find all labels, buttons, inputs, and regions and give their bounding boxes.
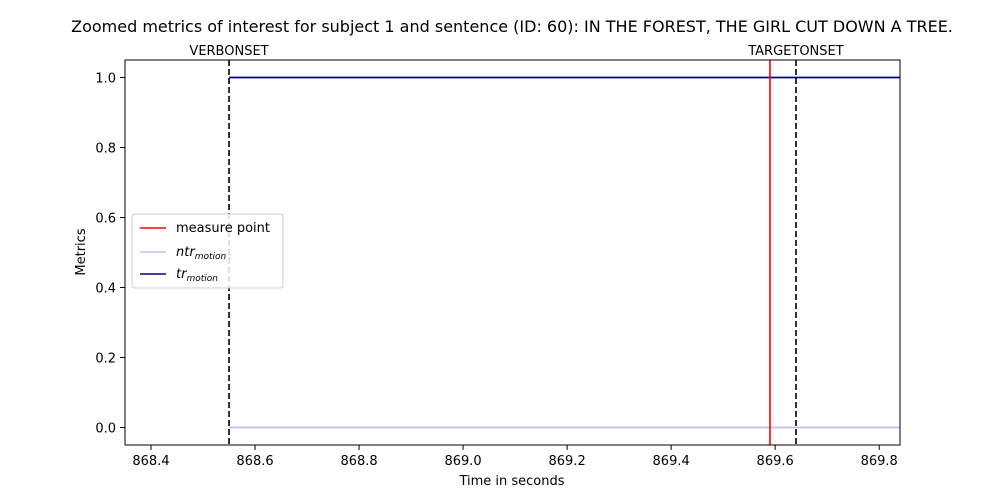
y-tick-label: 0.2: [95, 352, 116, 367]
y-tick-label: 0.0: [95, 422, 116, 437]
legend-box: [131, 213, 284, 289]
y-tick-label: 0.6: [95, 212, 116, 227]
legend-label-tr-motion: trmotion: [176, 267, 218, 284]
plot-frame: [124, 59, 901, 446]
chart-title: Zoomed metrics of interest for subject 1…: [71, 17, 953, 36]
legend-label-measure-point: measure point: [176, 221, 270, 236]
x-tick-label: 869.6: [757, 454, 794, 469]
y-axis: 0.0 0.2 0.4 0.6 0.8 1.0: [95, 72, 125, 437]
x-tick-label: 869.8: [861, 454, 898, 469]
x-axis-label: Time in seconds: [458, 474, 564, 489]
y-axis-label: Metrics: [74, 228, 89, 275]
y-tick-label: 1.0: [95, 72, 116, 87]
x-tick-label: 869.0: [444, 454, 481, 469]
x-tick-label: 869.4: [653, 454, 690, 469]
x-tick-label: 868.6: [236, 454, 273, 469]
legend-ntr-name: ntr: [176, 245, 196, 260]
y-tick-label: 0.4: [95, 282, 116, 297]
vline-annotations: VERBONSET TARGETONSET: [189, 44, 843, 59]
x-tick-label: 868.4: [132, 454, 169, 469]
plot-area: [228, 60, 900, 445]
legend-label-ntr-motion: ntrmotion: [176, 245, 226, 262]
x-tick-label: 868.8: [340, 454, 377, 469]
legend-tr-name: tr: [176, 267, 188, 282]
vline-label-targetonset: TARGETONSET: [747, 44, 844, 59]
legend: measure point ntrmotion trmotion: [131, 213, 284, 289]
legend-ntr-subscript: motion: [195, 252, 227, 262]
x-axis: 868.4 868.6 868.8 869.0 869.2 869.4 869.6 869.8: [132, 445, 898, 469]
x-tick-label: 869.2: [549, 454, 586, 469]
y-tick-label: 0.8: [95, 142, 116, 157]
legend-tr-subscript: motion: [186, 274, 218, 284]
vline-label-verbonset: VERBONSET: [189, 44, 268, 59]
